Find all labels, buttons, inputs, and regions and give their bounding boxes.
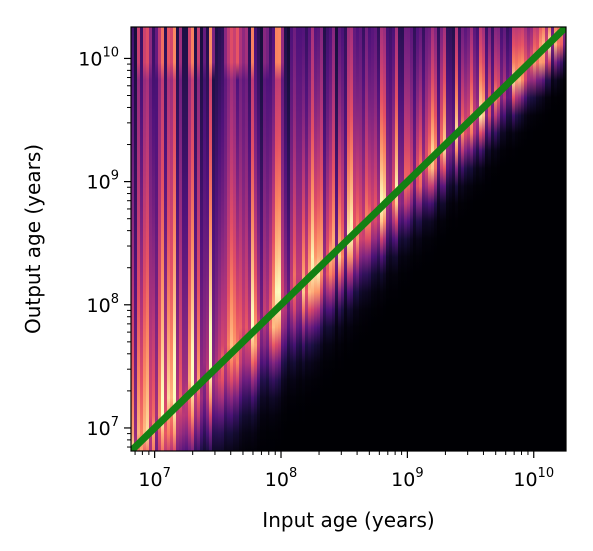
x-tick-label: 109 [391,466,423,491]
x-tick-label: 108 [265,466,297,491]
y-tick-label: 107 [87,415,119,440]
x-axis-label: Input age (years) [262,508,434,532]
y-axis-label: Output age (years) [21,144,45,334]
x-tick-label: 1010 [513,466,554,491]
identity-line [131,27,566,451]
plot-frame [130,26,567,452]
x-tick-label: 107 [138,466,170,491]
y-tick-label: 108 [87,292,119,317]
y-tick-label: 109 [87,169,119,194]
y-tick-label: 1010 [78,45,119,70]
